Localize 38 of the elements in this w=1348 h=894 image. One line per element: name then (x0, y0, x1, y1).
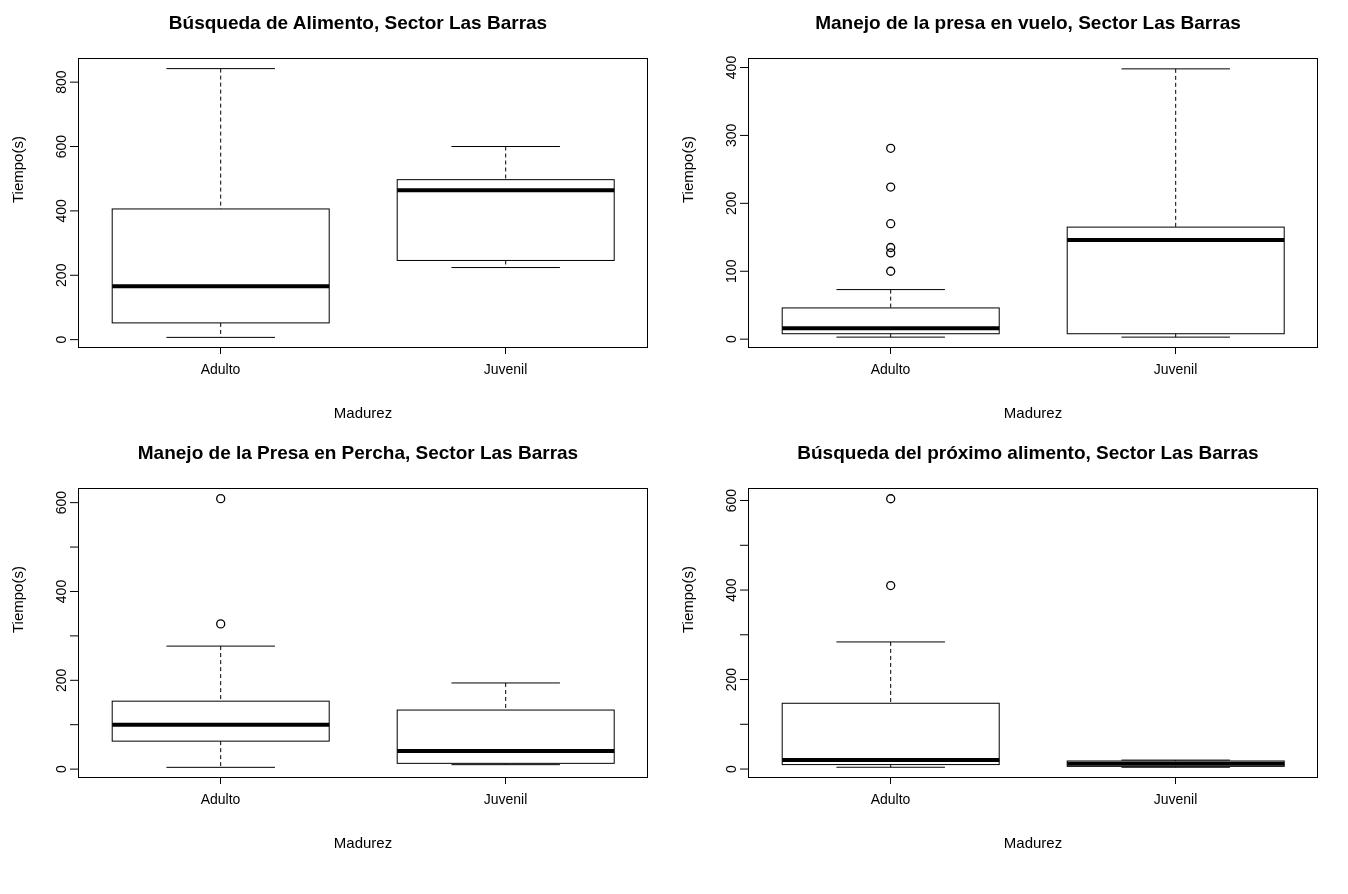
y-tick-label: 600 (53, 490, 69, 515)
y-tick-label: 600 (723, 488, 739, 513)
x-axis-title: Madurez (333, 404, 393, 421)
chart-title: Manejo de la Presa en Percha, Sector Las Barras (136, 441, 580, 465)
y-tick-label: 800 (53, 70, 69, 94)
y-tick-label: 600 (53, 134, 69, 159)
y-tick-label: 400 (723, 578, 739, 602)
y-tick-label: 0 (53, 765, 69, 774)
x-tick-label: Adulto (200, 790, 241, 807)
y-tick-label: 0 (723, 764, 739, 773)
y-tick-label: 100 (723, 259, 739, 283)
chart-title: Manejo de la presa en vuelo, Sector Las Barras (814, 11, 1242, 35)
y-tick-label: 0 (53, 335, 69, 344)
chart-title: Búsqueda del próximo alimento, Sector Las Barras (796, 441, 1260, 465)
x-tick-label: Adulto (200, 360, 241, 377)
x-axis-title: Madurez (1003, 404, 1063, 421)
x-axis-title: Madurez (333, 834, 393, 851)
y-tick-label: 0 (723, 335, 739, 344)
x-axis-title: Madurez (1003, 834, 1063, 851)
y-tick-label: 300 (723, 123, 739, 148)
x-tick-label: Juvenil (483, 790, 528, 807)
x-tick-label: Juvenil (1153, 790, 1198, 807)
x-tick-label: Juvenil (1153, 360, 1198, 377)
y-tick-label: 400 (53, 579, 69, 604)
y-axis-title: Tiempo(s) (679, 136, 697, 203)
x-tick-label: Juvenil (483, 360, 528, 377)
x-tick-label: Adulto (870, 790, 911, 807)
y-tick-label: 200 (723, 191, 739, 216)
y-tick-label: 400 (53, 198, 69, 223)
chart-title: Búsqueda de Alimento, Sector Las Barras (167, 11, 549, 35)
y-axis-title: Tiempo(s) (9, 566, 27, 633)
y-tick-label: 200 (53, 668, 69, 692)
y-axis-title: Tiempo(s) (9, 136, 27, 203)
y-tick-label: 200 (53, 263, 69, 287)
x-tick-label: Adulto (870, 360, 911, 377)
y-tick-label: 400 (723, 55, 739, 80)
y-axis-title: Tiempo(s) (679, 566, 697, 633)
y-tick-label: 200 (723, 667, 739, 692)
